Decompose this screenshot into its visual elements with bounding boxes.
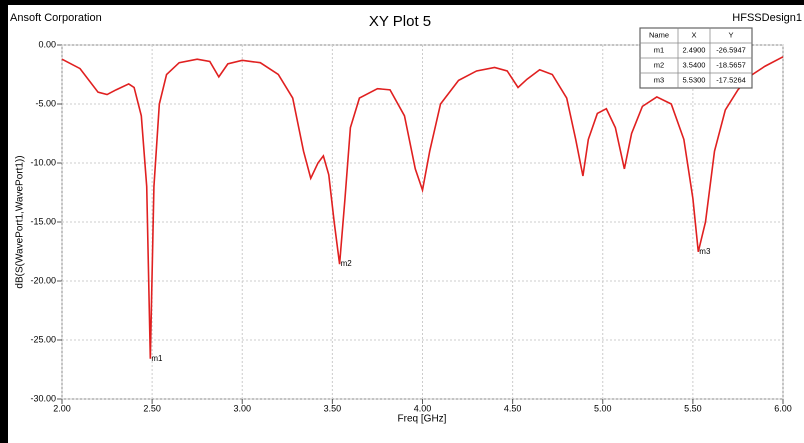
table-value: 2.4900 (683, 45, 706, 54)
x-axis-label: Freq [GHz] (398, 414, 447, 425)
table-header: Y (728, 30, 733, 39)
table-value: m2 (654, 60, 664, 69)
y-tick-label: -30.00 (30, 393, 56, 403)
x-tick-label: 3.50 (324, 403, 342, 413)
table-cell (709, 72, 753, 89)
y-tick-label: -15.00 (30, 216, 56, 226)
table-value: m1 (654, 45, 664, 54)
y-tick-label: 0.00 (38, 39, 56, 49)
corner-left: Ansoft Corporation (10, 12, 102, 24)
table-value: -17.5264 (716, 75, 746, 84)
marker-label: m1 (151, 354, 163, 363)
y-axis-label: dB(S(WavePort1,WavePort1)) (15, 155, 26, 288)
chart-title: XY Plot 5 (369, 13, 431, 30)
table-value: 3.5400 (683, 60, 706, 69)
table-value: m3 (654, 75, 664, 84)
table-value: -18.5657 (716, 60, 746, 69)
marker-label: m2 (341, 259, 353, 268)
x-tick-label: 4.00 (414, 403, 432, 413)
table-value: -26.5947 (716, 45, 746, 54)
curve (61, 56, 784, 359)
y-tick-label: -5.00 (35, 98, 56, 108)
x-tick-label: 2.50 (143, 403, 161, 413)
x-tick-label: 2.00 (53, 403, 71, 413)
x-tick-label: 5.50 (684, 403, 702, 413)
y-tick-label: -10.00 (30, 157, 56, 167)
y-tick-label: -20.00 (30, 275, 56, 285)
y-tick-label: -25.00 (30, 334, 56, 344)
table-header: X (691, 30, 696, 39)
x-tick-label: 6.00 (774, 403, 792, 413)
x-tick-label: 5.00 (594, 403, 612, 413)
x-tick-label: 3.00 (233, 403, 251, 413)
marker-label: m3 (699, 247, 711, 256)
table-value: 5.5300 (683, 75, 706, 84)
corner-right: HFSSDesign1 (732, 12, 802, 24)
table-header: Name (649, 30, 669, 39)
x-tick-label: 4.50 (504, 403, 522, 413)
